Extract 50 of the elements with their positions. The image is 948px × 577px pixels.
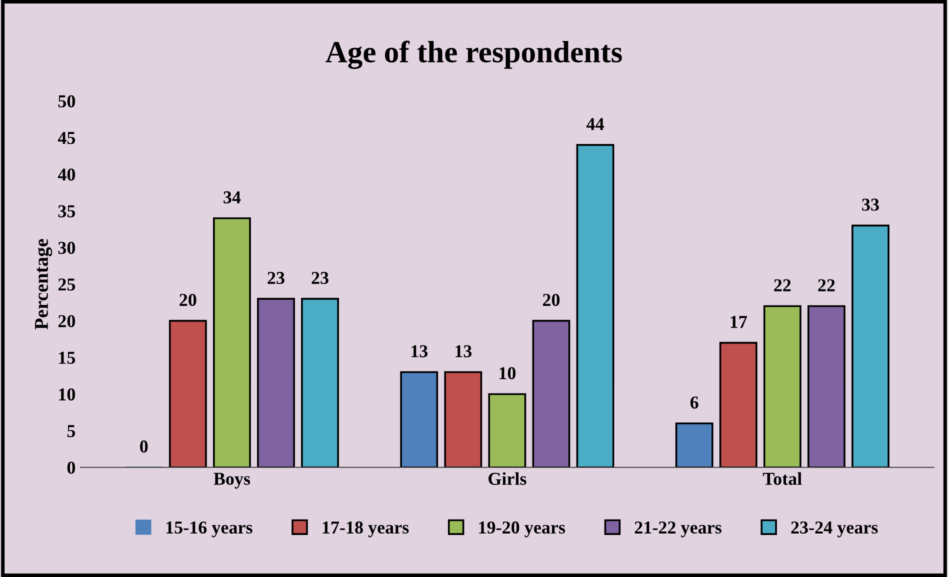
bar [488, 393, 526, 468]
bar [400, 371, 438, 468]
legend-label: 19-20 years [479, 521, 566, 538]
bar [719, 342, 758, 468]
x-tick-label: Girls [488, 472, 526, 485]
data-label: 0 [140, 440, 148, 453]
bar [532, 320, 570, 468]
data-label: 13 [456, 345, 472, 358]
y-tick-label: 25 [58, 278, 76, 291]
bar [576, 144, 614, 468]
y-tick-label: 35 [58, 205, 76, 218]
bar [301, 298, 339, 468]
legend-label: 17-18 years [322, 521, 409, 538]
data-label: 20 [542, 294, 560, 306]
bar [763, 305, 802, 468]
data-label: 44 [586, 118, 604, 130]
data-label: 33 [862, 198, 879, 211]
bar [675, 422, 714, 468]
y-tick-label: 5 [67, 425, 76, 438]
y-tick-label: 15 [59, 352, 76, 364]
y-tick-label: 20 [58, 315, 76, 328]
data-label: 13 [412, 345, 428, 358]
bar [807, 305, 846, 468]
y-tick-label: 30 [58, 242, 76, 254]
y-tick-label: 10 [59, 388, 76, 401]
y-tick-label: 40 [58, 168, 76, 181]
data-label: 17 [730, 316, 747, 328]
y-tick-label: 45 [58, 132, 76, 144]
x-tick-label: Total [762, 472, 802, 485]
bar [444, 371, 482, 468]
bar [212, 217, 251, 468]
data-label: 23 [312, 272, 328, 284]
data-label: 10 [500, 367, 516, 380]
legend-label: 23-24 years [791, 521, 878, 538]
data-label: 22 [818, 279, 835, 292]
y-tick-label: 0 [67, 462, 76, 474]
y-axis-title: Percentage [35, 238, 52, 330]
data-label: 20 [180, 294, 196, 306]
legend-label: 15-16 years [166, 521, 252, 538]
chart-title: Age of the respondents [326, 40, 622, 69]
bar [257, 298, 295, 468]
legend-label: 21-22 years [634, 521, 722, 538]
y-tick-label: 50 [58, 95, 76, 108]
data-label: 6 [690, 396, 698, 409]
data-label: 22 [774, 279, 791, 292]
bar [852, 224, 890, 468]
bar [168, 320, 207, 468]
x-tick-label: Boys [214, 472, 250, 489]
data-label: 23 [268, 272, 284, 284]
data-label: 34 [224, 191, 241, 204]
